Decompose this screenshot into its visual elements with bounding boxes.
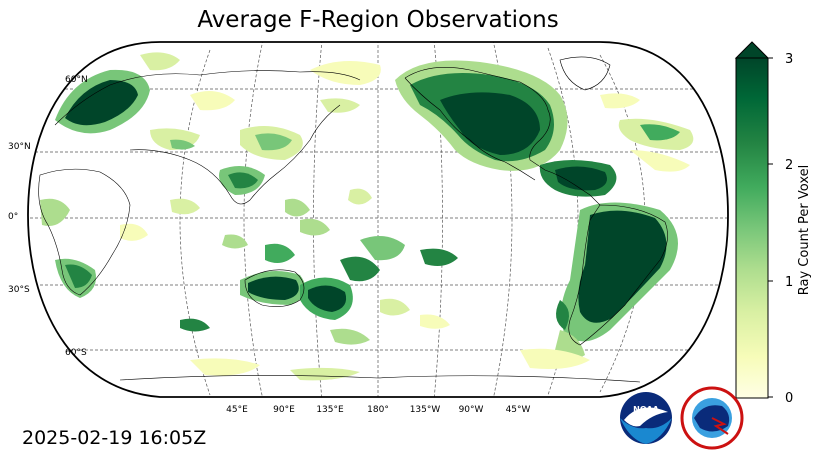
observation-density bbox=[40, 52, 694, 381]
colorbar-gradient bbox=[735, 57, 769, 399]
colorbar-extend-arrow bbox=[734, 41, 770, 59]
colorbar: 3 2 1 0 Ray Count Per Voxel bbox=[734, 41, 812, 406]
lat-label: 30°N bbox=[8, 142, 31, 152]
latitude-labels: 60°N 30°N 0° 30°S 60°S bbox=[8, 75, 88, 358]
map-outline bbox=[27, 41, 729, 398]
lon-label: 135°W bbox=[410, 405, 441, 415]
timestamp: 2025-02-19 16:05Z bbox=[22, 427, 207, 449]
colorbar-label: Ray Count Per Voxel bbox=[797, 165, 812, 295]
lat-label: 0° bbox=[8, 212, 18, 222]
longitude-labels: 45°E 90°E 135°E 180° 135°W 90°W 45°W bbox=[226, 405, 530, 415]
nws-logo bbox=[680, 386, 744, 450]
lat-label: 30°S bbox=[8, 285, 30, 295]
colorbar-tick-label: 1 bbox=[785, 275, 793, 290]
colorbar-tick-label: 0 bbox=[785, 391, 793, 406]
map-body bbox=[28, 42, 728, 397]
lon-label: 45°W bbox=[506, 405, 531, 415]
coastlines bbox=[38, 56, 668, 383]
lat-label: 60°S bbox=[65, 348, 87, 358]
lon-label: 135°E bbox=[316, 405, 344, 415]
map-title: Average F-Region Observations bbox=[197, 7, 559, 33]
colorbar-tick-label: 2 bbox=[785, 158, 793, 173]
colorbar-tick-label: 3 bbox=[785, 52, 793, 67]
lon-label: 45°E bbox=[226, 405, 248, 415]
noaa-logo-text: NOAA bbox=[633, 405, 659, 414]
lon-label: 90°E bbox=[273, 405, 295, 415]
lon-label: 180° bbox=[367, 405, 389, 415]
noaa-logo: NOAA bbox=[620, 392, 672, 444]
lon-label: 90°W bbox=[459, 405, 484, 415]
lat-label: 60°N bbox=[65, 75, 88, 85]
